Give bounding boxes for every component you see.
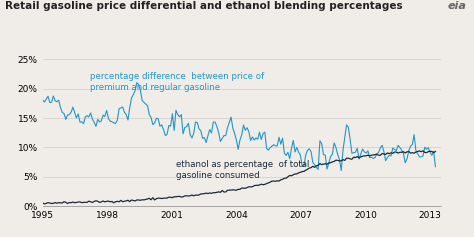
Text: ethanol as percentage  of total
gasoline consumed: ethanol as percentage of total gasoline …: [176, 160, 310, 180]
Text: eia: eia: [448, 1, 467, 11]
Text: Retail gasoline price differential and ethanol blending percentages: Retail gasoline price differential and e…: [5, 1, 402, 11]
Text: percentage difference  between price of
premium and regular gasoline: percentage difference between price of p…: [90, 72, 264, 91]
